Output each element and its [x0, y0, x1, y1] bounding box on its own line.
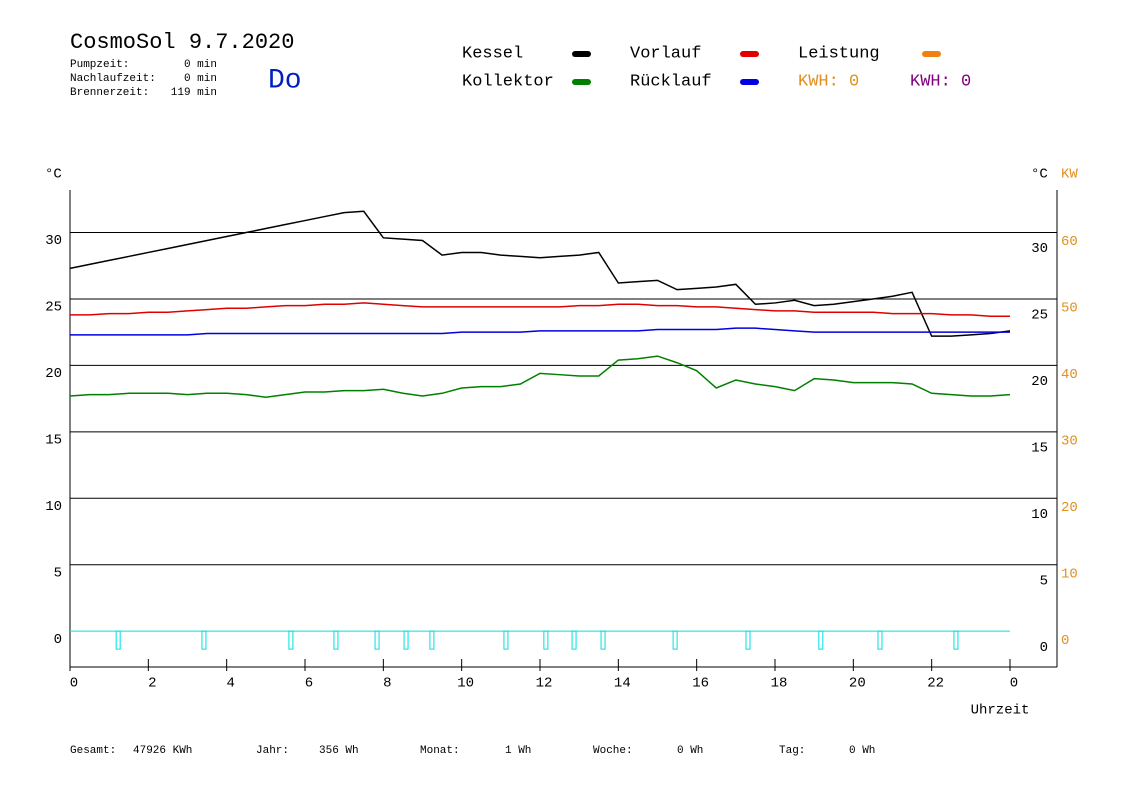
footer-value: 0 Wh [677, 745, 703, 757]
info-label: Pumpzeit: [70, 59, 129, 71]
y-tick-label: 0 [54, 632, 62, 648]
y-tick-label: 25 [45, 300, 62, 316]
y2-tick-label: 20 [1031, 374, 1048, 390]
footer-label: Woche: [593, 745, 633, 757]
pump-pulse [429, 630, 435, 650]
series-line [70, 302, 1010, 317]
info-label: Brennerzeit: [70, 87, 149, 99]
pump-pulse [374, 630, 380, 650]
y2-tick-label: 0 [1040, 640, 1048, 656]
x-tick-label: 8 [383, 676, 391, 692]
series-line [69, 210, 1011, 337]
y2-tick-label: 0 [1061, 633, 1069, 649]
y2-axis-label: °C [1031, 167, 1048, 183]
x-tick-label: 18 [771, 676, 788, 692]
footer-label: Monat: [420, 745, 460, 757]
pump-pulse [818, 630, 824, 650]
y2-tick-label: 15 [1031, 441, 1048, 457]
day: Do [268, 65, 302, 96]
y2-tick-label: 20 [1061, 500, 1078, 516]
footer-label: Gesamt: [70, 745, 116, 757]
legend-label: Rücklauf [630, 72, 712, 91]
pump-pulse [403, 630, 409, 650]
series-line [70, 327, 1010, 336]
y2-tick-label: 10 [1031, 507, 1048, 523]
pump-pulse [543, 630, 549, 650]
x-tick-label: 16 [692, 676, 709, 692]
y2-tick-label: 10 [1061, 566, 1078, 582]
x-tick-label: 2 [148, 676, 156, 692]
legend-label: Kessel [462, 44, 523, 63]
x-tick-label: 20 [849, 676, 866, 692]
kwh: KWH: 0 [798, 72, 859, 91]
y-tick-label: 30 [45, 233, 62, 249]
y2-tick-label: 30 [1061, 434, 1078, 450]
legend-label: Vorlauf [630, 44, 701, 63]
legend-label: Leistung [798, 44, 880, 63]
pump-pulse [877, 630, 883, 650]
pump-pulse [953, 630, 959, 650]
pump-pulse [745, 630, 751, 650]
info-label: Nachlaufzeit: [70, 73, 156, 85]
kwh: KWH: 0 [910, 72, 971, 91]
x-tick-label: 22 [927, 676, 944, 692]
y2-tick-label: 5 [1040, 573, 1048, 589]
y2-tick-label: 50 [1061, 301, 1078, 317]
footer-label: Jahr: [256, 745, 289, 757]
y-axis-label: °C [45, 167, 62, 183]
y-tick-label: 10 [45, 499, 62, 515]
y-tick-label: 5 [54, 565, 62, 581]
y-tick-label: 15 [45, 433, 62, 449]
x-tick-label: 14 [614, 676, 631, 692]
info-value: 0 min [184, 59, 217, 71]
pump-pulse [503, 630, 509, 650]
x-tick-label: 0 [1010, 676, 1018, 692]
info-value: 119 min [171, 87, 217, 99]
x-tick-label: 4 [226, 676, 234, 692]
info-value: 0 min [184, 73, 217, 85]
y-tick-label: 20 [45, 366, 62, 382]
y2-tick-label: 60 [1061, 234, 1078, 250]
pump-pulse [288, 630, 294, 650]
x-tick-label: 6 [305, 676, 313, 692]
pump-pulse [333, 630, 339, 650]
footer-value: 0 Wh [849, 745, 875, 757]
footer-value: 356 Wh [319, 745, 359, 757]
pump-pulse [600, 630, 606, 650]
title: CosmoSol 9.7.2020 [70, 30, 294, 55]
y2-tick-label: 30 [1031, 241, 1048, 257]
pump-pulse [672, 630, 678, 650]
footer-value: 47926 KWh [133, 745, 192, 757]
x-tick-label: 12 [536, 676, 553, 692]
footer-label: Tag: [779, 745, 805, 757]
x-tick-label: 0 [70, 676, 78, 692]
y2-tick-label: 40 [1061, 367, 1078, 383]
y2-axis-label: KW [1061, 167, 1078, 183]
pump-pulse [201, 630, 207, 650]
footer-value: 1 Wh [505, 745, 531, 757]
x-axis-label: Uhrzeit [971, 703, 1030, 719]
series-line [69, 355, 1011, 399]
y2-tick-label: 25 [1031, 308, 1048, 324]
pump-pulse [115, 630, 121, 650]
x-tick-label: 10 [457, 676, 474, 692]
legend-label: Kollektor [462, 72, 554, 91]
pump-pulse [571, 630, 577, 650]
